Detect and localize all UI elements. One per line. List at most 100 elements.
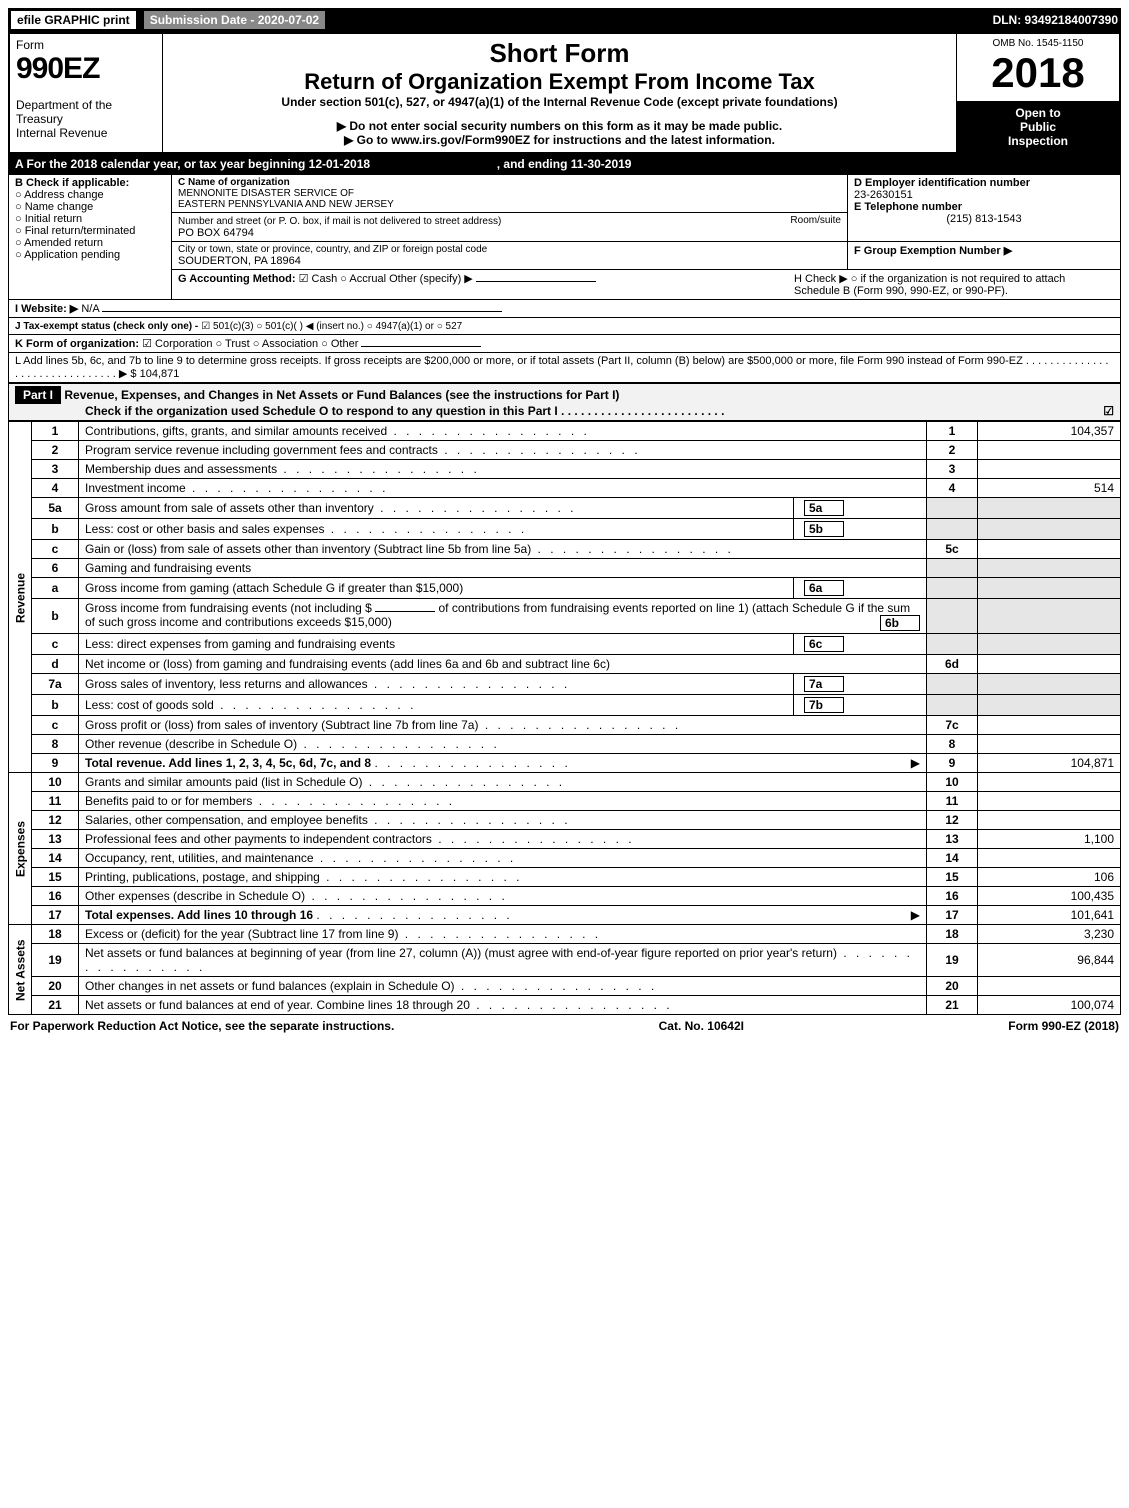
line-11: Benefits paid to or for members [85,794,455,808]
period-start: A For the 2018 calendar year, or tax yea… [15,157,370,171]
title-return: Return of Organization Exempt From Incom… [169,69,950,95]
check-initial[interactable]: Initial return [15,213,165,225]
irs-label: Internal Revenue [16,126,156,140]
num-2: 2 [927,441,978,460]
num-16: 16 [927,887,978,906]
check-amended[interactable]: Amended return [15,237,165,249]
num-6d: 6d [927,655,978,674]
label-5b: 5b [804,521,844,537]
part1-check-mark[interactable]: ☑ [1103,404,1114,418]
note-link[interactable]: ▶ Go to www.irs.gov/Form990EZ for instru… [169,133,950,147]
amt-8 [978,735,1121,754]
k-options[interactable]: ☑ Corporation ○ Trust ○ Association ○ Ot… [142,338,358,350]
line-1: Contributions, gifts, grants, and simila… [85,424,590,438]
amt-5c [978,540,1121,559]
g-accrual[interactable]: Accrual [340,273,386,285]
section-expenses: Expenses [9,773,32,925]
check-pending[interactable]: Application pending [15,249,165,261]
city-label: City or town, state or province, country… [178,244,841,255]
line-13: Professional fees and other payments to … [85,832,635,846]
check-address[interactable]: Address change [15,189,165,201]
num-11: 11 [927,792,978,811]
num-14: 14 [927,849,978,868]
num-21: 21 [927,996,978,1015]
label-7b: 7b [804,697,844,713]
footer-right: Form 990-EZ (2018) [1008,1019,1119,1033]
l-text: L Add lines 5b, 6c, and 7b to line 9 to … [15,355,1108,380]
amt-14 [978,849,1121,868]
num-17: 17 [927,906,978,925]
tax-year: 2018 [963,49,1113,97]
note-ssn: ▶ Do not enter social security numbers o… [169,119,950,133]
amt-11 [978,792,1121,811]
line-9: Total revenue. Add lines 1, 2, 3, 4, 5c,… [85,756,371,770]
line-15: Printing, publications, postage, and shi… [85,870,523,884]
org-address: PO BOX 64794 [178,227,841,239]
check-name[interactable]: Name change [15,201,165,213]
dln: DLN: 93492184007390 [993,13,1118,27]
line-6d: Net income or (loss) from gaming and fun… [85,657,610,671]
amt-16: 100,435 [978,887,1121,906]
line-10: Grants and similar amounts paid (list in… [85,775,565,789]
line-5b: Less: cost or other basis and sales expe… [85,522,527,536]
org-info-table: B Check if applicable: Address change Na… [8,174,1121,383]
open-1: Open to [963,106,1113,120]
amt-19: 96,844 [978,944,1121,977]
line-21: Net assets or fund balances at end of ye… [85,998,673,1012]
g-label: G Accounting Method: [178,273,296,285]
line-3: Membership dues and assessments [85,462,480,476]
lines-table: Revenue 1 Contributions, gifts, grants, … [8,421,1121,1015]
addr-label: Number and street (or P. O. box, if mail… [178,216,501,227]
line-17: Total expenses. Add lines 10 through 16 [85,908,313,922]
amt-21: 100,074 [978,996,1121,1015]
section-net-assets: Net Assets [9,925,32,1015]
line-7b: Less: cost of goods sold [85,698,416,712]
form-number: 990EZ [16,52,156,86]
org-name-1: MENNONITE DISASTER SERVICE OF [178,188,841,199]
num-15: 15 [927,868,978,887]
g-cash[interactable]: Cash [299,273,338,285]
line-12: Salaries, other compensation, and employ… [85,813,571,827]
num-7c: 7c [927,716,978,735]
line-18: Excess or (deficit) for the year (Subtra… [85,927,601,941]
org-name-2: EASTERN PENNSYLVANIA AND NEW JERSEY [178,199,841,210]
num-12: 12 [927,811,978,830]
b-heading: B Check if applicable: [15,177,165,189]
footer-cat: Cat. No. 10642I [659,1019,744,1033]
j-options[interactable]: ☑ 501(c)(3) ○ 501(c)( ) ◀ (insert no.) ○… [201,321,462,332]
k-label: K Form of organization: [15,338,139,350]
ein: 23-2630151 [854,189,1114,201]
line-14: Occupancy, rent, utilities, and maintena… [85,851,516,865]
dept-treasury: Department of the Treasury [16,98,156,126]
amt-17: 101,641 [978,906,1121,925]
num-20: 20 [927,977,978,996]
subtitle: Under section 501(c), 527, or 4947(a)(1)… [169,95,950,109]
arrow-icon: ▶ [911,908,920,922]
num-5c: 5c [927,540,978,559]
line-5c: Gain or (loss) from sale of assets other… [85,542,734,556]
g-other[interactable]: Other (specify) ▶ [389,273,473,285]
part1-label: Part I [15,386,61,404]
line-1-num: 1 [32,422,79,441]
label-6c: 6c [804,636,844,652]
num-4: 4 [927,479,978,498]
line-7a: Gross sales of inventory, less returns a… [85,677,570,691]
top-bar: efile GRAPHIC print Submission Date - 20… [8,8,1121,32]
c-label: C Name of organization [178,177,841,188]
org-city: SOUDERTON, PA 18964 [178,255,841,267]
num-10: 10 [927,773,978,792]
num-18: 18 [927,925,978,944]
line-6: Gaming and fundraising events [85,561,251,575]
phone: (215) 813-1543 [854,213,1114,225]
open-2: Public [963,120,1113,134]
period-bar: A For the 2018 calendar year, or tax yea… [8,154,1121,174]
num-9: 9 [927,754,978,773]
line-6b1: Gross income from fundraising events (no… [85,601,372,615]
part1-header: Part I Revenue, Expenses, and Changes in… [8,383,1121,421]
amt-20 [978,977,1121,996]
line-16: Other expenses (describe in Schedule O) [85,889,508,903]
label-6a: 6a [804,580,844,596]
period-end: , and ending 11-30-2019 [497,157,632,171]
check-final[interactable]: Final return/terminated [15,225,165,237]
efile-label: efile GRAPHIC print [11,11,136,29]
